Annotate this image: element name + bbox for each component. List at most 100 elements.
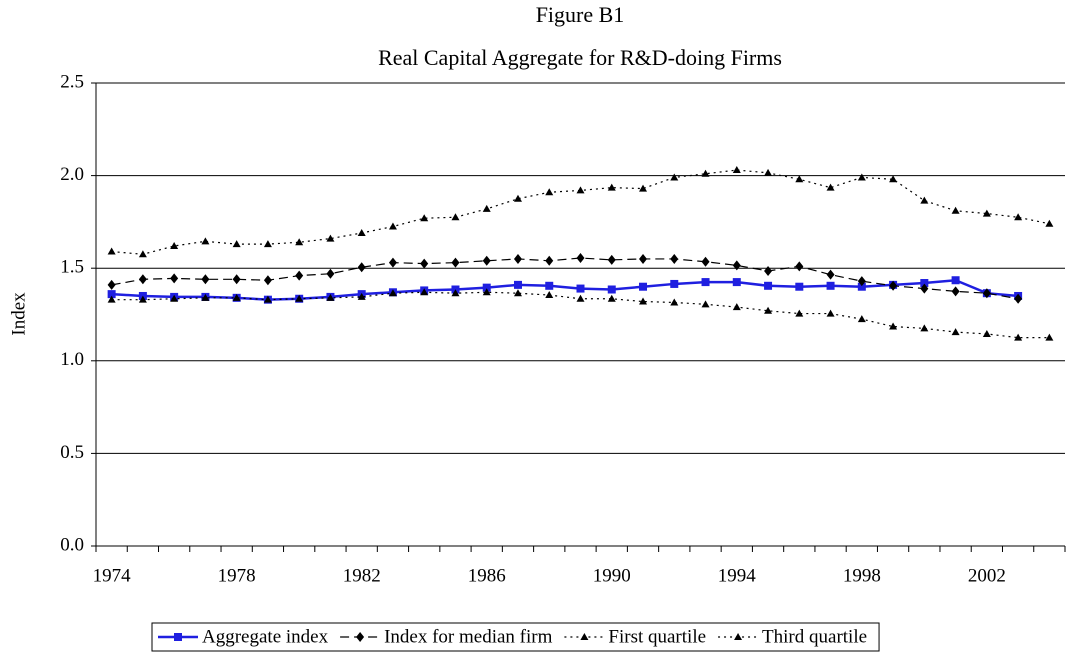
marker	[857, 173, 866, 181]
marker	[420, 288, 429, 296]
marker	[639, 184, 648, 192]
marker	[670, 253, 679, 264]
marker	[732, 260, 741, 271]
marker	[795, 175, 804, 183]
chart-title: Figure B1	[536, 2, 625, 27]
marker	[451, 289, 460, 297]
marker	[920, 283, 929, 294]
marker	[107, 295, 116, 303]
marker	[607, 254, 616, 265]
marker	[639, 282, 648, 291]
marker	[201, 237, 210, 245]
marker	[920, 279, 929, 288]
marker	[951, 206, 960, 214]
marker	[889, 322, 898, 330]
marker	[576, 294, 585, 302]
series-line	[111, 257, 1019, 300]
marker	[138, 274, 147, 285]
marker	[826, 269, 835, 280]
x-tick-label: 1974	[93, 565, 132, 586]
marker	[388, 257, 397, 268]
legend-label: First quartile	[608, 626, 706, 647]
x-tick-label: 1978	[218, 565, 256, 586]
marker	[826, 281, 835, 290]
marker	[670, 298, 679, 306]
x-tick-label: 1994	[718, 565, 757, 586]
legend-label: Third quartile	[762, 626, 867, 647]
marker	[388, 289, 397, 297]
y-tick-label: 1.5	[60, 257, 84, 278]
marker	[607, 294, 616, 302]
marker	[356, 632, 365, 642]
marker	[1045, 333, 1054, 341]
marker	[326, 234, 335, 242]
marker	[513, 289, 522, 297]
marker	[764, 306, 773, 314]
marker	[482, 288, 491, 296]
marker	[951, 286, 960, 297]
marker	[451, 213, 460, 221]
x-tick-label: 1990	[593, 565, 631, 586]
marker	[795, 309, 804, 317]
marker	[580, 633, 589, 640]
marker	[889, 175, 898, 183]
marker	[764, 281, 773, 290]
marker	[889, 280, 898, 291]
marker	[701, 169, 710, 177]
x-tick-label: 2002	[968, 565, 1006, 586]
marker	[920, 324, 929, 332]
legend-box	[151, 622, 880, 652]
y-tick-label: 2.5	[60, 71, 84, 92]
marker	[388, 222, 397, 230]
marker	[482, 204, 491, 212]
marker	[857, 282, 866, 291]
marker	[732, 303, 741, 311]
marker	[1014, 293, 1023, 304]
marker	[482, 255, 491, 266]
y-axis-label: Index	[8, 292, 29, 336]
marker	[607, 183, 616, 191]
marker	[639, 297, 648, 305]
legend: Aggregate index Index for median firm Firs…	[151, 622, 880, 652]
marker	[263, 240, 272, 248]
marker	[764, 265, 773, 276]
marker	[920, 196, 929, 204]
marker	[482, 283, 491, 292]
marker	[639, 253, 648, 264]
marker	[826, 183, 835, 191]
marker	[357, 292, 366, 300]
marker	[232, 274, 241, 285]
marker	[201, 274, 210, 285]
chart-subtitle: Real Capital Aggregate for R&D-doing Fir…	[378, 45, 782, 70]
marker	[263, 295, 272, 303]
marker	[174, 633, 182, 641]
marker	[295, 294, 304, 302]
marker	[576, 284, 585, 293]
marker	[170, 294, 179, 302]
marker	[734, 633, 743, 640]
marker	[1045, 219, 1054, 227]
marker	[732, 166, 741, 174]
marker	[513, 194, 522, 202]
marker	[701, 278, 710, 287]
x-tick-label: 1998	[843, 565, 881, 586]
marker	[951, 328, 960, 336]
marker	[513, 253, 522, 264]
marker	[982, 209, 991, 217]
marker	[357, 262, 366, 273]
marker	[420, 214, 429, 222]
x-tick-label: 1982	[343, 565, 381, 586]
marker	[857, 276, 866, 287]
marker	[826, 309, 835, 317]
marker	[701, 300, 710, 308]
marker	[138, 250, 147, 258]
y-tick-label: 1.0	[60, 349, 84, 370]
x-tick-label: 1986	[468, 565, 506, 586]
marker	[295, 238, 304, 246]
marker	[857, 315, 866, 323]
marker	[263, 275, 272, 286]
marker	[982, 288, 991, 299]
marker	[545, 281, 554, 290]
marker	[170, 241, 179, 249]
